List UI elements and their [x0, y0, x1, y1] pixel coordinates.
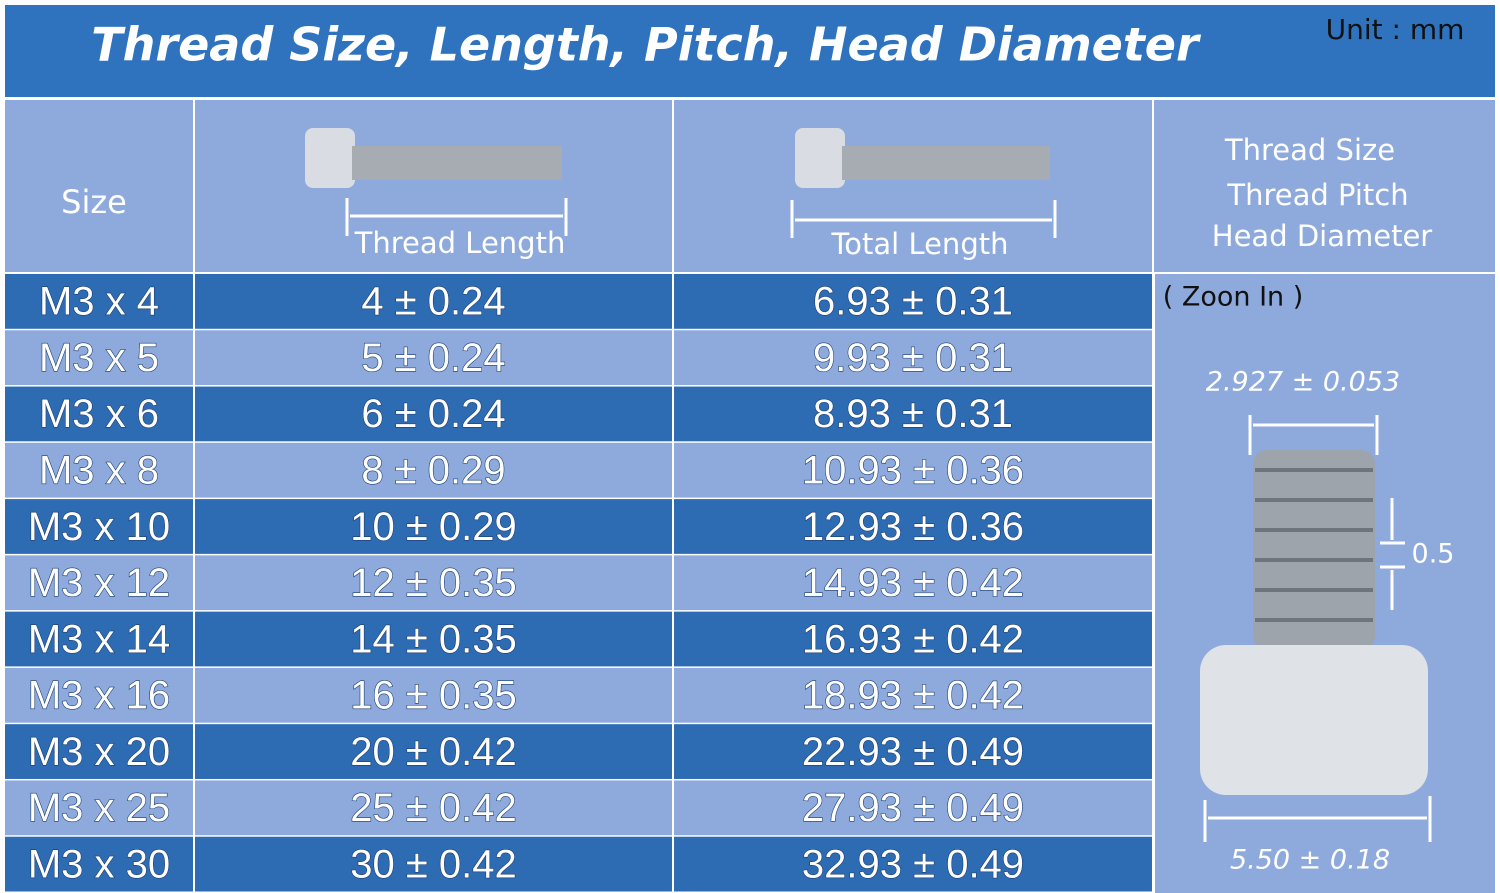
- cell: M3 x 12: [28, 561, 170, 605]
- dividers: [5, 100, 1495, 893]
- cell: 12.93 ± 0.36: [802, 505, 1024, 549]
- cell: M3 x 30: [28, 842, 170, 886]
- zoom-note: ( Zoon In ): [1163, 282, 1304, 313]
- row-band: [5, 274, 1153, 329]
- cell: 12 ± 0.35: [350, 561, 517, 605]
- row-band: [5, 611, 1153, 667]
- zoom-heading: Thread Pitch: [1226, 178, 1408, 212]
- pitch: 0.5: [1412, 539, 1455, 570]
- cell: 27.93 ± 0.49: [802, 786, 1024, 830]
- header-band: [5, 5, 1495, 97]
- cell: 16 ± 0.35: [350, 674, 517, 718]
- cell: 10.93 ± 0.36: [802, 449, 1024, 493]
- zoom-heading: Head Diameter: [1212, 219, 1433, 253]
- cell: 30 ± 0.42: [350, 842, 517, 886]
- row-band: [5, 386, 1153, 442]
- row-band: [5, 330, 1153, 386]
- cell: 6.93 ± 0.31: [813, 280, 1013, 324]
- cell: 4 ± 0.24: [361, 280, 505, 324]
- cell: M3 x 4: [39, 280, 159, 324]
- cell: 16.93 ± 0.42: [802, 617, 1024, 661]
- cell: M3 x 16: [28, 674, 170, 718]
- zoom-heading: Thread Size: [1224, 133, 1395, 167]
- cell: 8 ± 0.29: [361, 449, 505, 493]
- cell: M3 x 8: [39, 449, 159, 493]
- cell: 8.93 ± 0.31: [813, 392, 1013, 436]
- row-band: [5, 555, 1153, 611]
- thread-size: 2.927 ± 0.053: [1206, 367, 1400, 398]
- row-band: [5, 724, 1153, 779]
- cell: M3 x 6: [39, 392, 159, 436]
- header-row: [5, 100, 1495, 272]
- row-band: [5, 667, 1153, 723]
- row-band: [5, 836, 1153, 892]
- row-band: [5, 780, 1153, 836]
- row-band: [5, 442, 1153, 498]
- screw-icon: [305, 128, 1057, 238]
- cell: 14 ± 0.35: [350, 617, 517, 661]
- cell: M3 x 25: [28, 786, 170, 830]
- col-header: Thread Length: [354, 226, 566, 260]
- cell: M3 x 5: [39, 336, 159, 380]
- cell: 9.93 ± 0.31: [813, 336, 1013, 380]
- unit: Unit : mm: [1326, 13, 1465, 46]
- title: Thread Size, Length, Pitch, Head Diamete…: [91, 18, 1202, 72]
- zoom-screw: [1200, 415, 1432, 842]
- head-diameter: 5.50 ± 0.18: [1230, 845, 1390, 876]
- col-header: Total Length: [831, 227, 1009, 261]
- cell: 32.93 ± 0.49: [802, 842, 1024, 886]
- col-header: Size: [61, 183, 127, 221]
- row-band: [5, 499, 1153, 554]
- cell: 10 ± 0.29: [350, 505, 517, 549]
- cell: 6 ± 0.24: [361, 392, 505, 436]
- cell: 18.93 ± 0.42: [802, 674, 1024, 718]
- cell: 25 ± 0.42: [350, 786, 517, 830]
- cell: M3 x 20: [28, 730, 170, 774]
- cell: 22.93 ± 0.49: [802, 730, 1024, 774]
- cell: 5 ± 0.24: [361, 336, 505, 380]
- cell: M3 x 10: [28, 505, 170, 549]
- cell: M3 x 14: [28, 617, 170, 661]
- cell: 20 ± 0.42: [350, 730, 517, 774]
- cell: 14.93 ± 0.42: [802, 561, 1024, 605]
